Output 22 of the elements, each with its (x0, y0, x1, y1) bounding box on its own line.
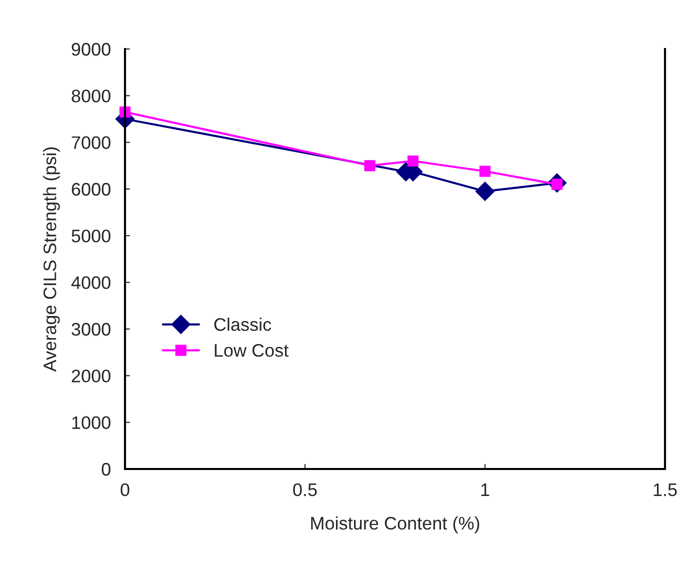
y-tick-label: 8000 (72, 90, 110, 102)
x-tick-label: 0 (120, 483, 130, 496)
point (407, 155, 419, 167)
y-tick-label: 9000 (72, 42, 110, 56)
y-tick-label: 4000 (71, 276, 110, 290)
y-tick-label: 1000 (72, 416, 110, 430)
y-tick-label: 3000 (72, 322, 110, 336)
x-axis-title: Moisture Content (%) (311, 516, 480, 534)
y-tick-label: 2000 (72, 370, 110, 382)
point (364, 160, 376, 172)
point (475, 182, 495, 201)
x-tick-label: 0.5 (293, 483, 317, 496)
y-tick-label: 5000 (72, 230, 110, 242)
x-tick-label: 1 (481, 484, 490, 496)
legend-label: Low Cost (214, 344, 289, 357)
point (479, 166, 491, 177)
y-tick-label: 7000 (72, 136, 110, 150)
y-tick-label: 0 (102, 462, 110, 476)
y-tick-label: 6000 (72, 182, 110, 196)
y-axis-title: Average CILS Strength (psi) (43, 147, 60, 372)
legend-label: Classic (214, 318, 272, 331)
x-tick-label: 1.5 (654, 484, 677, 496)
